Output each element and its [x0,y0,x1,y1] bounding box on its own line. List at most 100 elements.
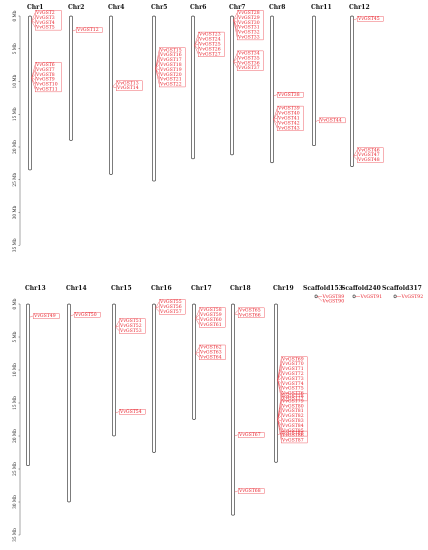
gene-label: VvGST66 [238,312,261,318]
chromosome-title: Chr18 [230,285,251,292]
chromosome-bar [274,303,278,463]
gene-cluster-frame [74,312,101,318]
scaffold-marker [314,294,318,299]
gene-cluster-frame [281,430,308,437]
chromosome-chr2: Chr2 VvGST12 [68,4,103,141]
gene-label: VvGST73 [281,376,304,382]
gene-label: VvGST22 [159,82,182,88]
scale-tick-label: 20 Mb [12,429,17,443]
gene-cluster-frame [238,307,265,318]
gene-link-line [70,314,75,317]
gene-link-line [72,29,77,32]
chromosome-bar [69,15,73,141]
gene-label: VvGST18 [159,62,182,68]
gene-label: VvGST63 [199,350,222,356]
chromosome-title: Chr1 [27,4,43,11]
gene-link-line [115,326,120,331]
gene-link-line [277,405,282,420]
gene-link-line [277,410,282,420]
gene-cluster-frame [281,393,308,444]
gene-label: VvGST13 [116,80,139,86]
gene-label: VvGST47 [357,152,380,158]
gene-label: VvGST17 [159,57,182,63]
gene-cluster-frame [33,313,60,319]
gene-cluster-frame [238,432,265,438]
gene-label: VvGST50 [74,312,97,318]
gene-link-line [277,415,282,420]
gene-label: VvGST31 [237,25,260,31]
gene-label: VvGST35 [237,55,260,61]
gene-label: VvGST55 [159,299,182,305]
chromosome-title: Chr17 [191,285,212,292]
gene-label: VvGST85 [281,428,304,434]
gene-link-line [31,78,36,80]
scale-tick-label: 35 Mb [12,528,17,542]
gene-link-line [277,368,282,380]
gene-link-line [115,411,120,414]
gene-link-line [31,78,36,85]
gene-label: VvGST3 [35,15,55,21]
chromosome-title: Chr6 [190,4,206,11]
gene-link-line [277,419,282,441]
gene-label: VvGST88 [281,431,304,437]
gene-label: VvGST87 [281,438,304,444]
gene-label: VvGST53 [119,328,142,334]
gene-link-line [277,379,282,389]
gene-link-line [277,379,282,399]
gene-label: VvGST21 [159,77,182,83]
scale-tick-label: 0 Mb [12,10,17,21]
gene-label: VvGST12 [76,27,99,33]
gene-label: VvGST27 [198,51,221,57]
gene-link-line [31,74,36,79]
gene-link-line [233,57,238,62]
gene-link-line [277,419,282,421]
gene-cluster-frame [357,16,384,22]
gene-label: VvGST19 [159,67,182,73]
gene-cluster-frame [159,299,186,315]
gene-link-line [155,68,160,80]
gene-link-line [234,490,239,493]
scale-tick-label: 15 Mb [12,107,17,121]
gene-link-line [155,59,160,69]
gene-label: VvGST82 [281,413,304,419]
gene-label: VvGST92 [401,294,424,300]
gene-link-line [194,39,199,46]
gene-cluster-frame [76,27,103,33]
chromosome-bar [152,15,156,182]
scale-tick-label: 10 Mb [12,74,17,88]
gene-cluster-frame [237,50,264,71]
gene-link-line [194,44,199,46]
gene-link-line [277,363,282,380]
chromosome-bar [350,15,354,167]
gene-link-line [353,156,358,160]
chromosome-bar [28,15,32,171]
gene-label: VvGST46 [357,147,380,153]
gene-cluster-frame [277,92,304,98]
gene-label: VvGST80 [281,403,304,409]
scaffold-scaffold240: Scaffold240 VvGST91 [341,285,382,300]
gene-label: VvGST49 [33,313,56,319]
gene-link-line [273,94,278,97]
chromosome-bar [230,15,234,156]
gene-link-line [31,78,36,90]
gene-link-line [194,45,199,55]
gene-link-line [277,358,282,380]
gene-label: VvGST84 [281,423,304,429]
gene-link-line [155,301,160,309]
chromosome-title: Chr16 [151,285,172,292]
chromosome-bar [152,303,156,453]
gene-link-line [277,419,282,426]
gene-cluster-frame [357,147,384,163]
gene-link-line [194,45,199,50]
scaffold-scaffold317: Scaffold317 VvGST92 [382,285,423,300]
gene-label: VvGST61 [199,322,222,328]
gene-label: VvGST29 [237,15,260,21]
scaffold-marker [352,294,356,299]
gene-link-line [353,149,358,157]
gene-label: VvGST2 [35,10,55,16]
gene-label: VvGST74 [281,381,304,387]
gene-label: VvGST33 [237,35,260,41]
chromosome-title: Chr4 [108,4,124,11]
